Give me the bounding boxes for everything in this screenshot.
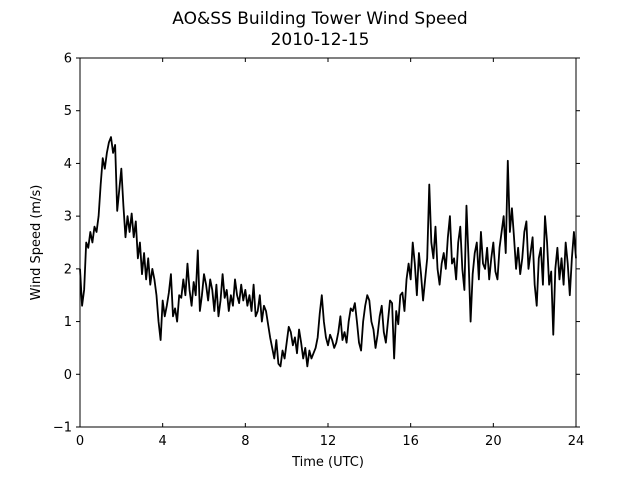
x-tick-label: 0 [76,434,84,449]
plot-frame [79,57,577,428]
y-tick-label: −1 [53,421,72,436]
x-tick-label: 20 [485,434,502,449]
x-tick-label: 24 [568,434,585,449]
x-tick-label: 12 [320,434,337,449]
y-tick-label: 0 [64,368,72,383]
x-tick-label: 4 [159,434,167,449]
y-tick-label: 2 [64,262,72,277]
x-tick-label: 16 [402,434,419,449]
y-tick-label: 1 [64,315,72,330]
y-tick-label: 5 [64,104,72,119]
x-axis-label: Time (UTC) [291,455,364,470]
wind-speed-series-line [79,136,577,368]
y-tick-label: 6 [64,52,72,67]
x-tick-label: 8 [241,434,249,449]
chart-title: AO&SS Building Tower Wind Speed [172,9,467,29]
series-layer [79,136,577,368]
y-tick-label: 4 [64,157,72,172]
chart-subtitle: 2010-12-15 [271,30,370,50]
y-axis-label: Wind Speed (m/s) [29,185,44,301]
y-tick-label: 3 [64,210,72,225]
